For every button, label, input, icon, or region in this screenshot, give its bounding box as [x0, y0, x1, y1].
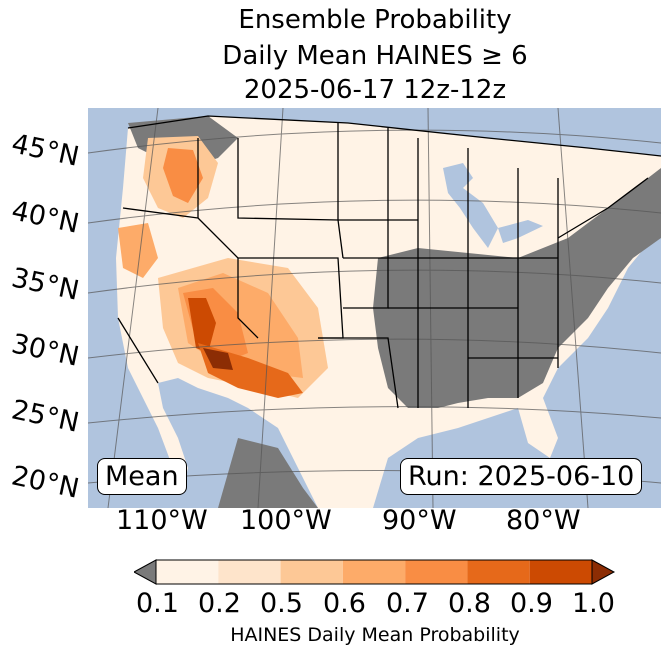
- colorbar-under-arrow: [134, 559, 157, 585]
- colorbar-tick-5: 0.8: [448, 588, 491, 619]
- colorbar-tick-3: 0.6: [323, 588, 366, 619]
- low-probability-area-southeast: [218, 438, 318, 508]
- colorbar-tick-2: 0.5: [260, 588, 303, 619]
- run-date-box: Run: 2025-06-10: [400, 458, 643, 495]
- low-probability-area-east: [373, 168, 661, 408]
- probability-area-california: [118, 223, 158, 278]
- map-canvas: [88, 108, 661, 508]
- longitude-label-100: 100°W: [240, 505, 332, 536]
- longitude-label-80: 80°W: [506, 505, 581, 536]
- colorbar-tick-6: 0.9: [510, 588, 553, 619]
- colorbar-bin: [218, 560, 281, 584]
- longitude-label-90: 90°W: [382, 505, 457, 536]
- colorbar-bin: [156, 560, 219, 584]
- colorbar-bin: [342, 560, 406, 584]
- latitude-label-20: 20°N: [8, 460, 82, 505]
- state-borders: [117, 115, 661, 409]
- title-line-2: Daily Mean HAINES ≥ 6: [222, 41, 528, 71]
- latitude-label-40: 40°N: [8, 195, 82, 240]
- colorbar-tick-1: 0.2: [198, 588, 241, 619]
- colorbar: [134, 559, 616, 585]
- latitude-label-30: 30°N: [8, 328, 82, 373]
- colorbar-tick-0: 0.1: [136, 588, 179, 619]
- latitude-label-25: 25°N: [8, 394, 82, 439]
- latitude-label-35: 35°N: [8, 262, 82, 307]
- colorbar-bin: [529, 560, 592, 584]
- colorbar-over-arrow: [591, 559, 616, 585]
- colorbar-tick-4: 0.7: [386, 588, 429, 619]
- stat-box: Mean: [97, 458, 187, 495]
- colorbar-bin: [467, 560, 530, 584]
- latitude-label-45: 45°N: [8, 128, 82, 173]
- colorbar-bin: [280, 560, 343, 584]
- great-lakes-east: [498, 220, 543, 243]
- colorbar-label: HAINES Daily Mean Probability: [230, 624, 520, 646]
- great-lakes: [443, 163, 498, 248]
- longitude-label-110: 110°W: [116, 505, 208, 536]
- colorbar-bins: [156, 560, 592, 584]
- colorbar-bin: [405, 560, 468, 584]
- colorbar-tick-7: 1.0: [572, 588, 615, 619]
- title-line-1: Ensemble Probability: [238, 5, 512, 35]
- probability-map: [88, 108, 661, 508]
- probability-area-southwest-core: [188, 298, 216, 353]
- probability-area-mexico-core: [203, 348, 233, 370]
- probability-area-northwest-core: [163, 148, 203, 203]
- title-line-3: 2025-06-17 12z-12z: [243, 75, 507, 105]
